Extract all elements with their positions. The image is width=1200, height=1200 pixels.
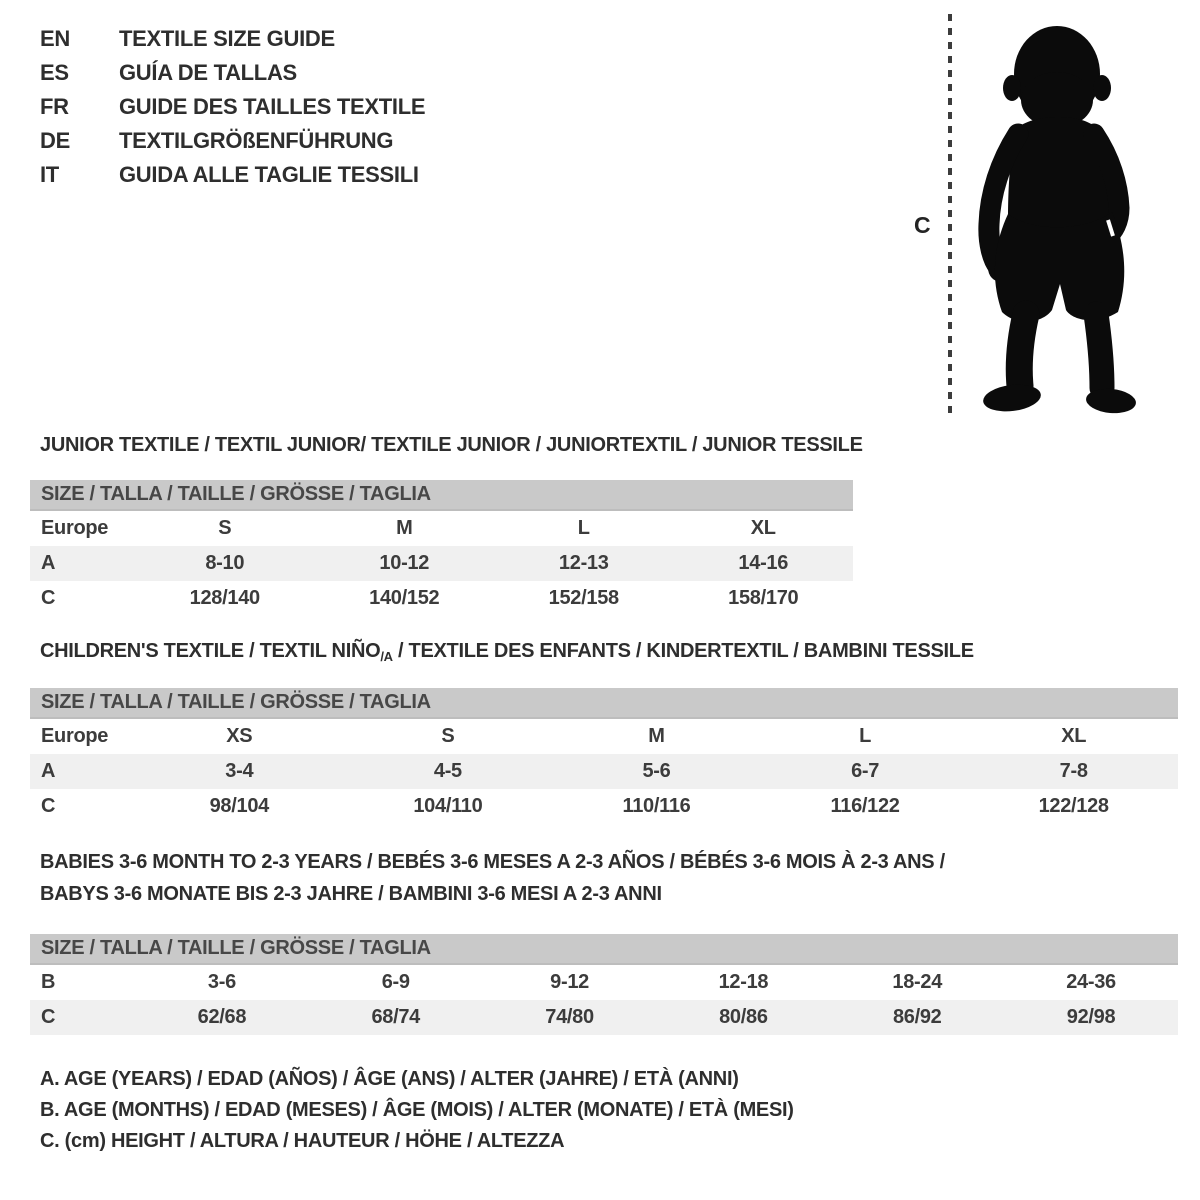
table-row-age: A 8-10 10-12 12-13 14-16 bbox=[30, 546, 853, 581]
babies-section-heading: BABIES 3-6 MONTH TO 2-3 YEARS / BEBÉS 3-… bbox=[40, 846, 945, 910]
cell: 98/104 bbox=[209, 795, 270, 817]
footnote-height-cm: C. (cm) HEIGHT / ALTURA / HAUTEUR / HÖHE… bbox=[40, 1130, 565, 1152]
row-label: C bbox=[41, 795, 56, 817]
cell: 104/110 bbox=[413, 795, 483, 817]
table-row-height: C 128/140 140/152 152/158 158/170 bbox=[30, 581, 853, 616]
footnote-age-years: A. AGE (YEARS) / EDAD (AÑOS) / ÂGE (ANS)… bbox=[40, 1068, 739, 1090]
lang-code: DE bbox=[40, 128, 70, 153]
heading-text: CHILDREN'S TEXTILE / TEXTIL NIÑO bbox=[40, 640, 381, 662]
cell: 128/140 bbox=[189, 587, 261, 609]
heading-text: / TEXTILE DES ENFANTS / KINDERTEXTIL / B… bbox=[392, 640, 974, 662]
lang-code: ES bbox=[40, 60, 69, 85]
lang-code: EN bbox=[40, 26, 70, 51]
children-section-heading: CHILDREN'S TEXTILE / TEXTIL NIÑO/A / TEX… bbox=[40, 640, 974, 664]
lang-title: TEXTILE SIZE GUIDE bbox=[119, 26, 335, 51]
cell: 140/152 bbox=[369, 587, 440, 609]
legend: A. AGE (YEARS) / EDAD (AÑOS) / ÂGE (ANS)… bbox=[40, 1064, 794, 1157]
cell: 110/116 bbox=[622, 795, 691, 817]
table-row-europe: Europe S M L XL bbox=[30, 511, 853, 546]
heading-line-1: BABIES 3-6 MONTH TO 2-3 YEARS / BEBÉS 3-… bbox=[40, 851, 945, 873]
cell: 152/158 bbox=[548, 587, 620, 609]
lang-row-fr: FR GUIDE DES TAILLES TEXTILE bbox=[40, 94, 426, 128]
cell: XL bbox=[1061, 725, 1087, 747]
table-row-height: C 98/104 104/110 110/116 116/122 122/128 bbox=[30, 789, 1178, 824]
cell: S bbox=[441, 725, 455, 747]
cell: XL bbox=[750, 517, 776, 539]
table-row-europe: Europe XS S M L XL bbox=[30, 719, 1178, 754]
row-label: Europe bbox=[41, 517, 109, 539]
cell: 7-8 bbox=[1059, 760, 1088, 782]
lang-row-es: ES GUÍA DE TALLAS bbox=[40, 60, 425, 94]
row-label: C bbox=[41, 587, 56, 609]
cell: XS bbox=[226, 725, 253, 747]
size-header-bar: SIZE / TALLA / TAILLE / GRÖSSE / TAGLIA bbox=[30, 934, 1178, 965]
size-header-bar: SIZE / TALLA / TAILLE / GRÖSSE / TAGLIA bbox=[30, 688, 1178, 719]
cell: 158/170 bbox=[728, 587, 799, 609]
cell: 24-36 bbox=[1066, 971, 1116, 993]
cell: 6-7 bbox=[851, 760, 880, 782]
cell: 9-12 bbox=[550, 971, 589, 993]
cell: 18-24 bbox=[892, 971, 943, 993]
cell: 122/128 bbox=[1038, 795, 1110, 817]
cell: 12-18 bbox=[718, 971, 769, 993]
babies-size-table: SIZE / TALLA / TAILLE / GRÖSSE / TAGLIA … bbox=[30, 934, 1178, 1035]
cell: 14-16 bbox=[738, 552, 789, 574]
lang-title: TEXTILGRÖßENFÜHRUNG bbox=[119, 128, 394, 153]
lang-row-en: EN TEXTILE SIZE GUIDE bbox=[40, 26, 425, 60]
figure-height-label: C bbox=[914, 212, 931, 238]
cell: M bbox=[648, 725, 665, 747]
cell: 3-6 bbox=[207, 971, 236, 993]
lang-title: GUIDA ALLE TAGLIE TESSILI bbox=[119, 162, 419, 187]
lang-code: IT bbox=[40, 162, 59, 187]
junior-size-table: SIZE / TALLA / TAILLE / GRÖSSE / TAGLIA … bbox=[30, 480, 853, 616]
row-label: A bbox=[41, 760, 56, 782]
cell: S bbox=[218, 517, 232, 539]
row-label: C bbox=[41, 1006, 56, 1028]
lang-title: GUIDE DES TAILLES TEXTILE bbox=[119, 94, 426, 119]
row-label: A bbox=[41, 552, 56, 574]
cell: 4-5 bbox=[433, 760, 462, 782]
height-dashed-line bbox=[948, 14, 952, 418]
cell: 86/92 bbox=[892, 1006, 942, 1028]
cell: 68/74 bbox=[371, 1006, 421, 1028]
lang-row-de: DE TEXTILGRÖßENFÜHRUNG bbox=[40, 128, 425, 162]
cell: 3-4 bbox=[225, 760, 254, 782]
language-title-list: EN TEXTILE SIZE GUIDE ES GUÍA DE TALLAS … bbox=[40, 26, 426, 196]
heading-line-2: BABYS 3-6 MONATE BIS 2-3 JAHRE / BAMBINI… bbox=[40, 883, 662, 905]
cell: 8-10 bbox=[205, 552, 245, 574]
cell: 12-13 bbox=[558, 552, 609, 574]
size-guide-figure: C bbox=[900, 0, 1200, 435]
cell: L bbox=[859, 725, 872, 747]
junior-section-heading: JUNIOR TEXTILE / TEXTIL JUNIOR/ TEXTILE … bbox=[40, 434, 863, 456]
cell: 116/122 bbox=[830, 795, 900, 817]
size-header-bar: SIZE / TALLA / TAILLE / GRÖSSE / TAGLIA bbox=[30, 480, 853, 511]
toddler-silhouette-icon bbox=[978, 26, 1136, 414]
lang-title: GUÍA DE TALLAS bbox=[119, 60, 297, 85]
cell: 10-12 bbox=[379, 552, 430, 574]
footnote-age-months: B. AGE (MONTHS) / EDAD (MESES) / ÂGE (MO… bbox=[40, 1099, 794, 1121]
lang-code: FR bbox=[40, 94, 69, 119]
cell: 6-9 bbox=[381, 971, 410, 993]
children-size-table: SIZE / TALLA / TAILLE / GRÖSSE / TAGLIA … bbox=[30, 688, 1178, 824]
cell: L bbox=[577, 517, 590, 539]
table-row-months: B 3-6 6-9 9-12 12-18 18-24 24-36 bbox=[30, 965, 1178, 1000]
cell: M bbox=[396, 517, 413, 539]
cell: 74/80 bbox=[545, 1006, 594, 1028]
table-row-age: A 3-4 4-5 5-6 6-7 7-8 bbox=[30, 754, 1178, 789]
cell: 92/98 bbox=[1066, 1006, 1116, 1028]
lang-row-it: IT GUIDA ALLE TAGLIE TESSILI bbox=[40, 162, 425, 196]
row-label: Europe bbox=[41, 725, 109, 747]
cell: 80/86 bbox=[719, 1006, 768, 1028]
table-row-height: C 62/68 68/74 74/80 80/86 86/92 92/98 bbox=[30, 1000, 1178, 1035]
cell: 62/68 bbox=[197, 1006, 247, 1028]
row-label: B bbox=[41, 971, 56, 993]
heading-subscript: /A bbox=[380, 649, 393, 664]
cell: 5-6 bbox=[642, 760, 671, 782]
